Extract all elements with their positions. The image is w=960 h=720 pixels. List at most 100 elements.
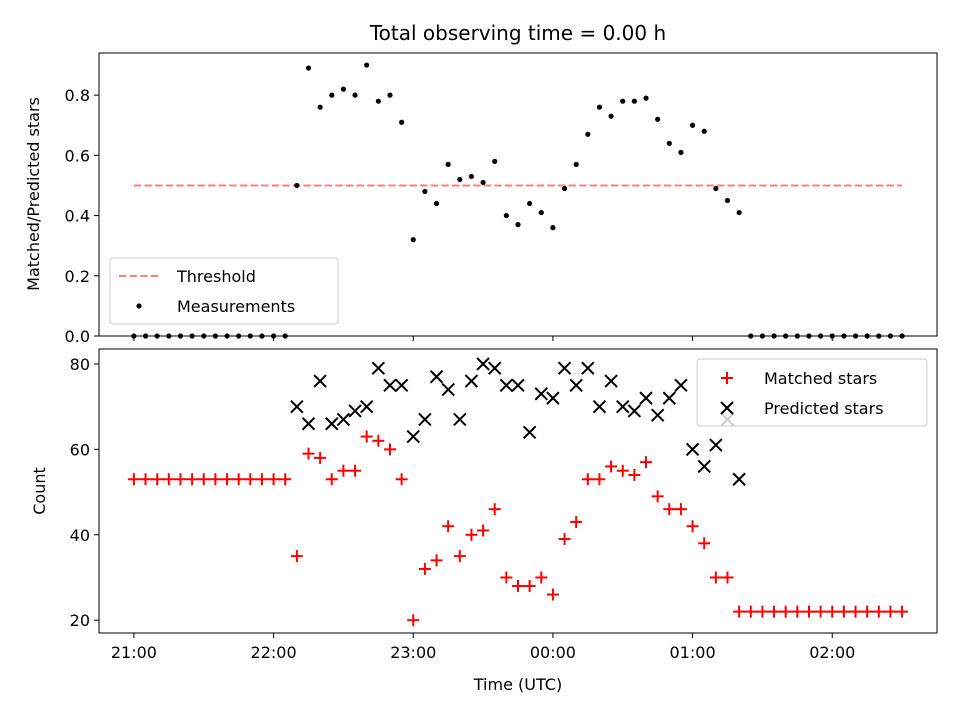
measurement-point [596,104,603,110]
predicted-legend-label: Predicted stars [764,399,884,418]
predicted-star-point [639,391,653,405]
matched-star-point [407,614,420,627]
count-x-tick-label: 02:00 [809,643,855,662]
count-y-tick-label: 40 [70,526,90,545]
measurement-point [585,131,591,137]
matched-star-point [477,524,490,537]
predicted-star-point [697,459,711,474]
measurement-point [340,86,347,92]
measurement-point [561,185,568,192]
count-y-tick-label: 20 [70,611,90,630]
matched-star-point [581,473,594,486]
count-x-tick-label: 00:00 [530,643,576,662]
predicted-star-point [522,425,537,439]
matched-legend-swatch [721,372,733,384]
matched-star-point [465,528,478,541]
measurement-point [399,119,405,125]
matched-star-point [698,537,711,550]
matched-star-point [686,520,699,533]
count-x-tick-label: 21:00 [111,643,157,662]
predicted-star-point [732,472,746,486]
ratio-y-tick-label: 0.2 [65,267,90,286]
measurement-point [678,149,684,155]
predicted-star-point [290,399,304,414]
measurement-point [410,237,416,243]
measurement-point [468,173,475,180]
predicted-star-point [453,412,467,427]
count-x-tick-label: 01:00 [670,643,716,662]
matched-star-point [442,520,455,533]
matched-star-point [546,588,559,601]
predicted-star-point [662,391,677,405]
predicted-star-point [394,378,409,393]
matched-star-point [139,473,152,486]
matched-star-point [418,562,431,575]
measurement-point [433,200,440,207]
matched-star-point [651,490,664,503]
measurement-point [713,185,719,192]
matched-star-point [628,468,641,481]
predicted-star-point [325,417,339,431]
predicted-star-point [488,361,502,375]
matched-star-point [768,605,781,618]
ratio-y-ticks: 0.0 0.2 0.4 0.6 0.8 [65,86,99,346]
matched-star-point [360,430,373,443]
measurement-point [492,158,498,164]
ratio-x-ticks [133,336,833,341]
predicted-star-point [441,382,455,397]
count-y-axis-label: Count [30,467,49,515]
count-y-tick-label: 60 [70,440,90,459]
ratio-panel: 0.00.20.40.60.8 Matched/Predicted stars … [24,52,938,346]
count-y-ticks: 20 40 60 80 [70,355,99,630]
matched-star-point [151,473,164,486]
matched-star-point [570,515,583,528]
predicted-legend-swatch [720,401,734,415]
matched-star-point [221,473,234,486]
count-panel-frame [98,348,938,634]
measurement-point [724,197,731,204]
predicted-star-point [511,378,525,393]
matched-star-point [232,473,245,486]
predicted-star-point [534,387,548,401]
matched-star-point [197,473,210,486]
matched-star-point [802,605,815,618]
measurement-point [620,98,626,104]
measurement-point [515,222,521,228]
measurement-point [701,128,707,134]
matched-star-point [488,503,501,516]
measurement-point [503,212,509,219]
matched-star-point [500,571,513,584]
measurement-point [329,92,335,98]
predicted-star-point [476,357,490,371]
matched-star-point [325,473,338,486]
count-marks [127,357,909,627]
measurements-legend-label: Measurements [177,297,295,316]
predicted-star-point [709,438,723,452]
matched-star-point [896,605,909,618]
matched-star-point [383,443,396,456]
matched-star-point [209,473,222,486]
matched-star-point [709,571,722,584]
matched-star-point [733,605,746,618]
predicted-star-point [301,417,316,431]
count-legend-frame [696,358,928,427]
measurements-legend-swatch [136,303,142,309]
matched-star-point [174,473,187,486]
measurement-point [655,116,661,122]
predicted-star-point [581,361,595,375]
matched-star-point [814,605,827,618]
matched-star-point [186,473,199,486]
matched-star-point [302,447,315,460]
matched-star-point [884,605,897,618]
matched-star-point [267,473,280,486]
predicted-star-point [557,361,572,375]
predicted-star-point [685,442,700,457]
measurement-point [689,122,696,128]
matched-legend-label: Matched stars [764,369,877,388]
matched-star-point [861,605,874,618]
matched-star-point [663,503,676,516]
matched-star-point [674,503,687,516]
predicted-star-point [336,412,351,427]
